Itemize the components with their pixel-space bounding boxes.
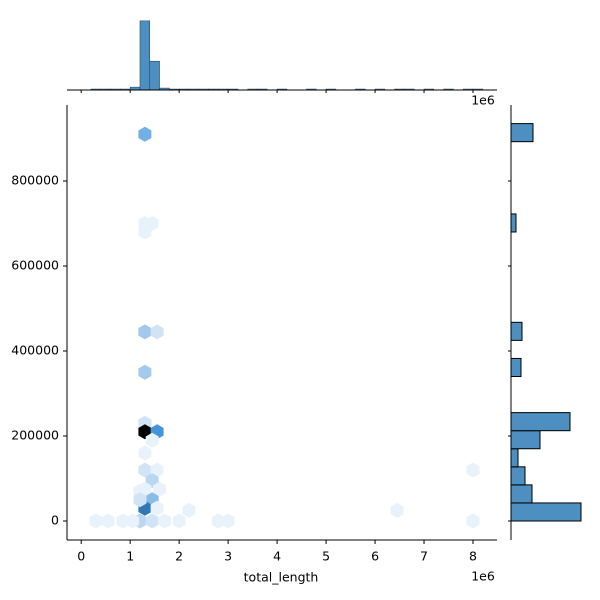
hexbin bbox=[116, 513, 130, 529]
hexbin bbox=[390, 502, 404, 518]
y-hist-bar bbox=[510, 123, 534, 143]
hexbin bbox=[145, 432, 159, 448]
y-hist-bar bbox=[510, 213, 517, 233]
hexbin bbox=[466, 462, 480, 478]
x-tick-label: 4 bbox=[273, 549, 281, 564]
hexbin bbox=[101, 513, 115, 529]
y-tick-label: 200000 bbox=[11, 427, 59, 442]
hexbin bbox=[153, 481, 167, 497]
x-tick-label: 2 bbox=[175, 549, 183, 564]
hexbin bbox=[150, 324, 164, 340]
hexbin bbox=[138, 445, 152, 461]
x-hist-bar bbox=[149, 60, 160, 91]
hexbin bbox=[138, 224, 152, 240]
x-axis-label: total_length bbox=[244, 570, 319, 585]
y-hist-bar bbox=[510, 357, 522, 377]
hexbin bbox=[150, 500, 164, 516]
x-hist-bar bbox=[139, 20, 151, 91]
hexbin bbox=[150, 462, 164, 478]
hexbin bbox=[182, 502, 196, 518]
hexbin bbox=[211, 513, 225, 529]
hexbin bbox=[138, 364, 152, 380]
hexbin bbox=[145, 513, 159, 529]
hexbin bbox=[172, 513, 186, 529]
y-hist-bar bbox=[510, 321, 523, 341]
y-tick-label: 600000 bbox=[11, 257, 59, 272]
x-tick-label: 0 bbox=[77, 549, 85, 564]
hexbin bbox=[89, 513, 103, 529]
y-hist-bar bbox=[510, 412, 571, 432]
hexbin bbox=[221, 513, 235, 529]
hexbin bbox=[126, 513, 140, 529]
x-offset-label: 1e6 bbox=[471, 93, 495, 108]
hexbin bbox=[138, 126, 152, 142]
x-tick-label: 3 bbox=[224, 549, 232, 564]
x-offset-label: 1e6 bbox=[471, 569, 495, 584]
y-hist-bar bbox=[510, 484, 533, 504]
y-hist-bar bbox=[510, 466, 526, 486]
y-tick-label: 400000 bbox=[11, 342, 59, 357]
y-tick-label: 800000 bbox=[11, 172, 59, 187]
hexbin bbox=[138, 462, 152, 478]
x-tick-label: 5 bbox=[322, 549, 330, 564]
hexbin bbox=[466, 513, 480, 529]
y-hist-bar bbox=[510, 502, 582, 522]
y-hist-bar bbox=[510, 448, 519, 468]
hexbin bbox=[158, 513, 171, 529]
y-hist-bar bbox=[510, 430, 541, 450]
x-tick-label: 7 bbox=[420, 549, 428, 564]
hexbin bbox=[138, 324, 152, 340]
y-tick-label: 0 bbox=[51, 513, 59, 528]
hexbin bbox=[133, 492, 147, 508]
x-tick-label: 6 bbox=[371, 549, 379, 564]
x-tick-label: 8 bbox=[469, 549, 477, 564]
x-tick-label: 1 bbox=[126, 549, 134, 564]
